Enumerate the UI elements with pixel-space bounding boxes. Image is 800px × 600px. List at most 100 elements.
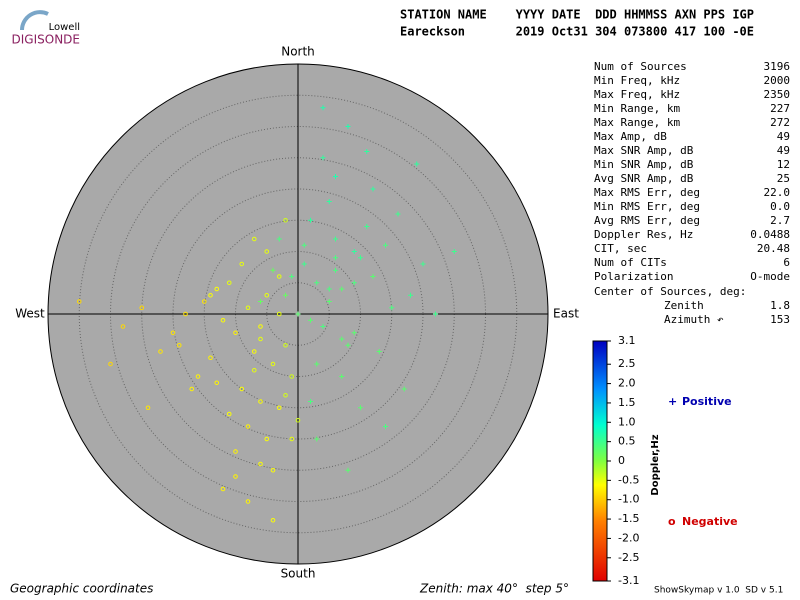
source-positive [364, 149, 370, 154]
source-negative [214, 286, 220, 292]
source-negative [226, 280, 232, 286]
source-negative [239, 261, 245, 267]
source-positive [339, 336, 345, 342]
source-positive [258, 299, 263, 304]
source-negative [283, 217, 288, 223]
source-positive [326, 286, 332, 292]
source-positive [383, 424, 388, 429]
source-negative [233, 449, 238, 454]
source-positive [414, 161, 420, 167]
legend-label: Positive [682, 395, 732, 408]
stat-label: Doppler Res, Hz [594, 228, 693, 241]
stat-label: CIT, sec [594, 242, 647, 255]
stat-label: Min Range, km [594, 102, 680, 115]
logo-arc [20, 10, 49, 31]
stat-value: 272 [770, 116, 790, 129]
footer-left: Geographic coordinates [10, 582, 153, 596]
source-positive [320, 105, 326, 111]
source-positive [289, 274, 295, 279]
colorbar-tick-label: 1.0 [618, 415, 636, 428]
stat-value: 227 [770, 102, 790, 115]
source-negative [233, 474, 238, 479]
colorbar-tick-label: -3.1 [618, 574, 639, 587]
source-positive [376, 349, 382, 354]
legend-label: Negative [682, 515, 738, 528]
source-negative [233, 330, 238, 336]
stat-value: 3196 [764, 60, 791, 73]
colorbar-tick-label: 1.5 [618, 396, 636, 409]
source-negative [214, 380, 220, 386]
source-negative [176, 342, 182, 348]
source-positive [401, 386, 407, 392]
source-positive [339, 374, 345, 379]
stat-label: Min SNR Amp, dB [594, 158, 694, 171]
source-positive [314, 436, 320, 442]
logo-top: Lowell [49, 22, 80, 33]
source-negative [289, 436, 295, 442]
source-positive [420, 261, 426, 267]
source-negative [258, 399, 263, 404]
stat-label: Max Freq, kHz [594, 88, 680, 101]
source-negative [158, 349, 163, 354]
colorbar-tick-label: -2.0 [618, 531, 639, 544]
header-line: Eareckson 2019 Oct31 304 073800 417 100 … [400, 25, 754, 39]
colorbar-tick-label: -2.5 [618, 551, 639, 564]
source-positive [433, 311, 438, 317]
source-positive [295, 311, 301, 317]
source-negative [251, 236, 257, 242]
source-positive [370, 186, 376, 192]
source-negative [295, 417, 301, 423]
source-negative [283, 342, 288, 348]
source-positive [308, 399, 313, 404]
source-negative [208, 355, 213, 361]
source-negative [276, 274, 282, 279]
source-positive [301, 242, 307, 248]
source-positive [308, 317, 313, 323]
source-positive [333, 236, 338, 242]
stat-label: Min RMS Err, deg [594, 200, 700, 213]
footer-right: ShowSkymap v 1.0 SD v 5.1 [654, 586, 783, 596]
source-positive [333, 267, 338, 273]
source-positive [333, 174, 338, 179]
stat-value: 12 [777, 158, 790, 171]
source-positive [326, 299, 332, 304]
source-negative [258, 336, 263, 342]
stat-value: 25 [777, 172, 790, 185]
source-negative [251, 349, 257, 354]
stat-value: 6 [783, 256, 790, 269]
colorbar-tick-label: -1.0 [618, 493, 639, 506]
source-negative [258, 461, 263, 467]
source-negative [245, 424, 251, 429]
source-positive [320, 155, 326, 161]
source-positive [276, 236, 282, 242]
stat-label: Max Amp, dB [594, 130, 667, 143]
stat-label: Max RMS Err, deg [594, 186, 700, 199]
source-negative [239, 386, 245, 392]
stat-value: 2000 [764, 74, 791, 87]
source-positive [351, 330, 357, 336]
source-negative [289, 374, 295, 379]
source-positive [345, 467, 351, 473]
center-title: Center of Sources, deg: [594, 285, 746, 298]
source-positive [308, 217, 313, 223]
source-positive [364, 224, 370, 229]
stat-value: 20.48 [757, 242, 790, 255]
stat-value: 0.0488 [750, 228, 790, 241]
source-positive [320, 324, 326, 329]
source-positive [358, 255, 363, 261]
source-positive [451, 249, 457, 254]
source-negative [120, 324, 126, 329]
center-value: 1.8 [770, 299, 790, 312]
source-negative [264, 292, 270, 298]
source-positive [351, 280, 357, 286]
colorbar-title: Doppler,Hz [650, 434, 661, 495]
source-positive [333, 255, 338, 261]
direction-label: West [15, 307, 45, 321]
source-negative [276, 405, 282, 411]
source-negative [220, 317, 226, 323]
source-negative [283, 392, 288, 398]
source-negative [264, 436, 270, 442]
source-positive [314, 361, 320, 367]
source-negative [170, 330, 176, 336]
source-negative [195, 374, 201, 379]
